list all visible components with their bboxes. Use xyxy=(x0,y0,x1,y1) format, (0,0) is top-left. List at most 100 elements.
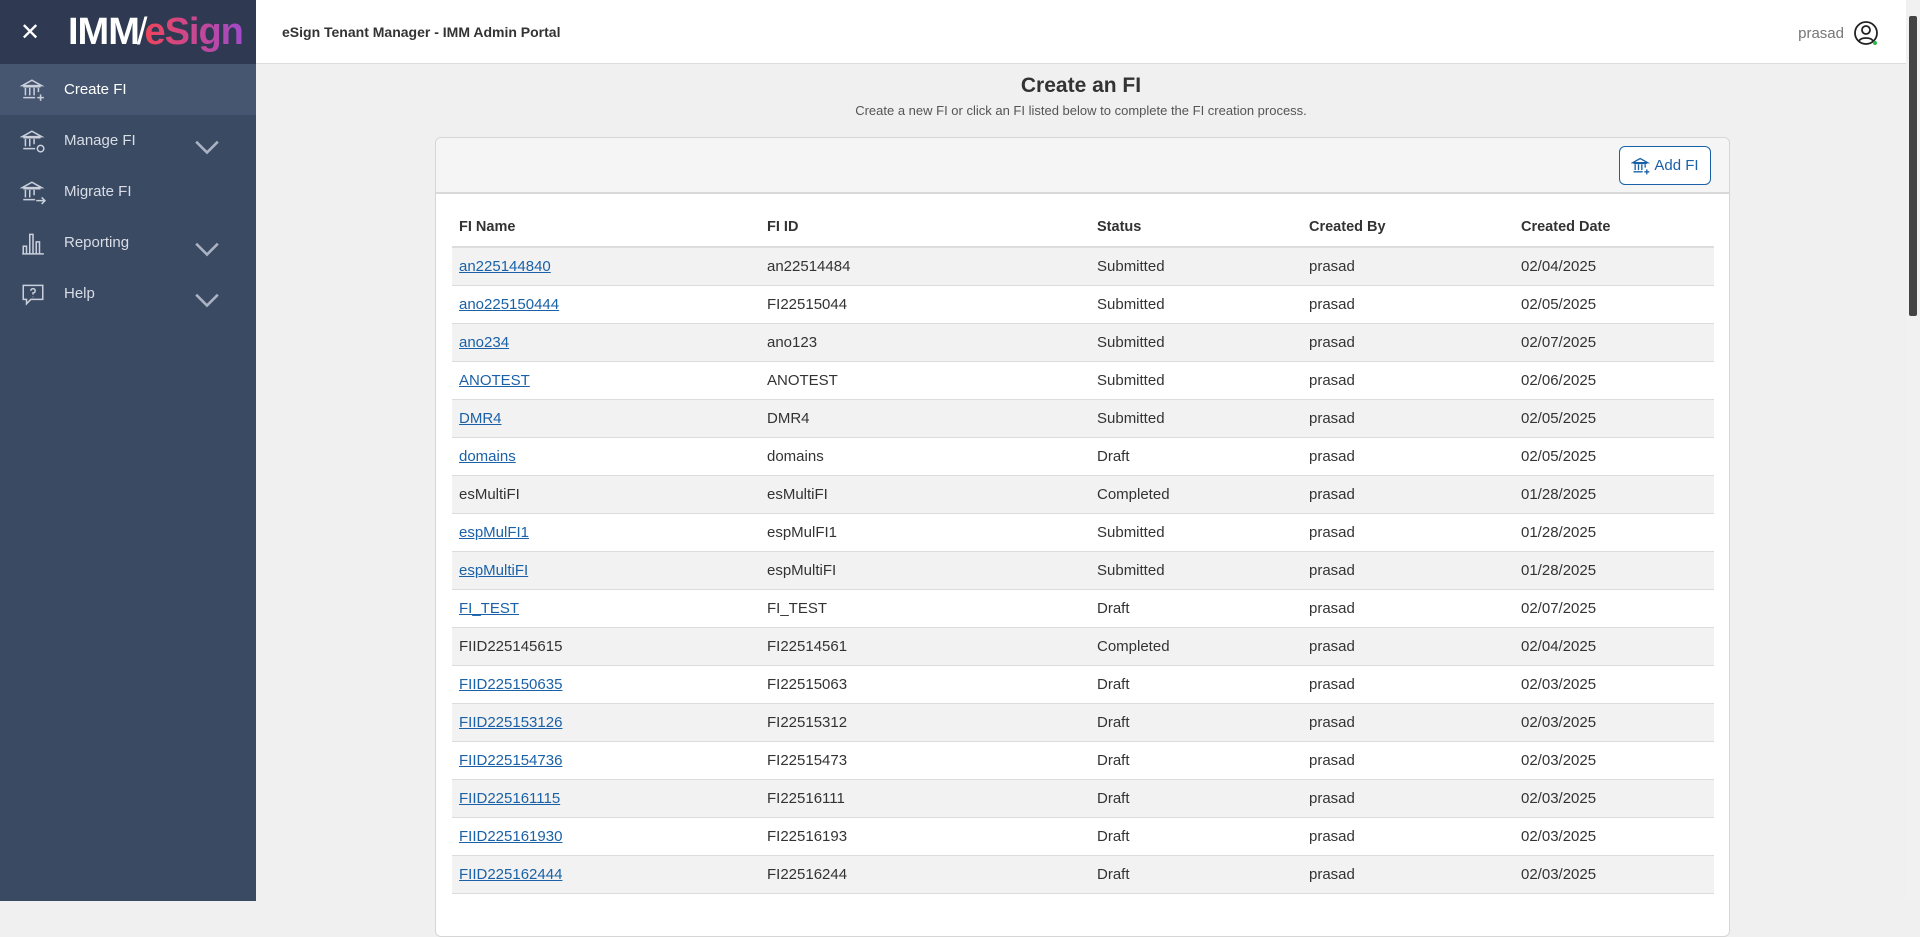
add-fi-button[interactable]: Add FI xyxy=(1619,146,1711,185)
scrollbar-thumb[interactable] xyxy=(1909,16,1917,316)
cell-fi-name: FIID225153126 xyxy=(452,703,760,742)
cell-created-by: prasad xyxy=(1302,551,1514,590)
table-row: esMultiFI esMultiFI Completed prasad 01/28/2… xyxy=(452,475,1714,514)
cell-created-date: 02/03/2025 xyxy=(1514,703,1714,742)
cell-status: Submitted xyxy=(1090,323,1302,362)
cell-fi-name: ANOTEST xyxy=(452,361,760,400)
fi-name-link[interactable]: FIID225150635 xyxy=(459,675,563,693)
chevron-down-icon[interactable] xyxy=(194,133,220,159)
fi-table: FI Name FI ID Status Created By Created Date… xyxy=(452,208,1714,894)
fi-name-link[interactable]: espMulFI1 xyxy=(459,523,530,541)
fi-name-link[interactable]: ano234 xyxy=(459,333,510,351)
bank-plus-icon xyxy=(20,78,45,101)
fi-name-link[interactable]: domains xyxy=(459,447,516,465)
cell-fi-id: ano123 xyxy=(760,323,1090,362)
cell-status: Draft xyxy=(1090,741,1302,780)
fi-name-link[interactable]: ano225150444 xyxy=(459,295,560,313)
cell-created-date: 02/05/2025 xyxy=(1514,285,1714,324)
cell-status: Completed xyxy=(1090,475,1302,514)
user-name: prasad xyxy=(1798,24,1844,42)
fi-name-link[interactable]: FIID225154736 xyxy=(459,751,563,769)
fi-name-link[interactable]: FIID225153126 xyxy=(459,713,563,731)
sidebar-item-reporting[interactable]: Reporting xyxy=(0,217,256,268)
cell-created-date: 02/06/2025 xyxy=(1514,361,1714,400)
column-header: FI Name xyxy=(452,208,760,248)
cell-created-date: 01/28/2025 xyxy=(1514,513,1714,552)
cell-status: Draft xyxy=(1090,779,1302,818)
cell-status: Draft xyxy=(1090,855,1302,894)
cell-fi-id: FI22515044 xyxy=(760,285,1090,324)
cell-status: Completed xyxy=(1090,627,1302,666)
sidebar-item-label: Create FI xyxy=(64,81,127,98)
fi-name-link[interactable]: DMR4 xyxy=(459,409,502,427)
cell-fi-name: domains xyxy=(452,437,760,476)
sidebar-item-manage-fi[interactable]: Manage FI xyxy=(0,115,256,166)
bank-arrow-icon xyxy=(20,180,46,204)
column-header: Status xyxy=(1090,208,1302,248)
fi-name-link[interactable]: FIID225161930 xyxy=(459,827,563,845)
table-row: FI_TEST FI_TEST Draft prasad 02/07/2025 xyxy=(452,589,1714,628)
cell-created-by: prasad xyxy=(1302,323,1514,362)
cell-status: Draft xyxy=(1090,817,1302,856)
cell-status: Draft xyxy=(1090,437,1302,476)
help-bubble-icon xyxy=(22,284,44,306)
fi-name-link[interactable]: espMultiFI xyxy=(459,561,529,579)
cell-fi-name: FIID225154736 xyxy=(452,741,760,780)
fi-name-link[interactable]: an225144840 xyxy=(459,257,551,275)
cell-created-date: 02/03/2025 xyxy=(1514,741,1714,780)
fi-name-link[interactable]: ANOTEST xyxy=(459,371,530,389)
cell-status: Submitted xyxy=(1090,285,1302,324)
cell-fi-id: espMultiFI xyxy=(760,551,1090,590)
table-row: domains domains Draft prasad 02/05/2025 xyxy=(452,437,1714,476)
chevron-down-icon[interactable] xyxy=(194,235,220,261)
cell-created-date: 02/04/2025 xyxy=(1514,247,1714,286)
cell-fi-name: FIID225161930 xyxy=(452,817,760,856)
cell-created-date: 01/28/2025 xyxy=(1514,551,1714,590)
table-row: ano234 ano123 Submitted prasad 02/07/2025 xyxy=(452,323,1714,362)
table-row: ANOTEST ANOTEST Submitted prasad 02/06/2025 xyxy=(452,361,1714,400)
cell-fi-name: ano234 xyxy=(452,323,760,362)
logo: IMM / eSign xyxy=(68,10,244,53)
cell-fi-id: esMultiFI xyxy=(760,475,1090,514)
fi-name-link[interactable]: FIID225162444 xyxy=(459,865,563,883)
cell-fi-name: FIID225150635 xyxy=(452,665,760,704)
close-icon[interactable]: ✕ xyxy=(20,18,41,46)
cell-created-date: 02/05/2025 xyxy=(1514,437,1714,476)
card-toolbar: Add FI xyxy=(436,138,1729,194)
cell-created-date: 02/07/2025 xyxy=(1514,323,1714,362)
fi-name-link[interactable]: FI_TEST xyxy=(459,599,520,617)
cell-created-date: 02/04/2025 xyxy=(1514,627,1714,666)
cell-fi-id: FI22514561 xyxy=(760,627,1090,666)
cell-created-by: prasad xyxy=(1302,399,1514,438)
cell-created-date: 02/05/2025 xyxy=(1514,399,1714,438)
user-avatar-icon[interactable] xyxy=(1852,19,1880,47)
chevron-down-icon[interactable] xyxy=(194,286,220,312)
sidebar-item-label: Manage FI xyxy=(64,132,136,149)
table-row: espMultiFI espMultiFI Submitted prasad 01/28… xyxy=(452,551,1714,590)
table-row: FIID225161930 FI22516193 Draft prasad 02/03/… xyxy=(452,817,1714,856)
cell-fi-id: domains xyxy=(760,437,1090,476)
sidebar-item-help[interactable]: Help xyxy=(0,268,256,319)
cell-fi-id: FI22515473 xyxy=(760,741,1090,780)
cell-created-date: 02/03/2025 xyxy=(1514,817,1714,856)
sidebar-item-migrate-fi[interactable]: Migrate FI xyxy=(0,166,256,217)
cell-fi-id: FI22516244 xyxy=(760,855,1090,894)
fi-name-link[interactable]: FIID225161115 xyxy=(459,789,561,807)
user-menu[interactable]: prasad xyxy=(1798,19,1880,47)
cell-fi-name: esMultiFI xyxy=(452,475,760,514)
cell-fi-id: ANOTEST xyxy=(760,361,1090,400)
top-header: eSign Tenant Manager - IMM Admin Portal … xyxy=(256,0,1920,64)
scrollbar[interactable] xyxy=(1906,0,1920,901)
sidebar-item-create-fi[interactable]: Create FI xyxy=(0,64,256,115)
table-row: FIID225153126 FI22515312 Draft prasad 02/03/… xyxy=(452,703,1714,742)
table-row: FIID225154736 FI22515473 Draft prasad 02/03/… xyxy=(452,741,1714,780)
cell-fi-name: FIID225145615 xyxy=(452,627,760,666)
add-fi-label: Add FI xyxy=(1654,157,1699,174)
cell-fi-id: FI22515063 xyxy=(760,665,1090,704)
cell-fi-id: an22514484 xyxy=(760,247,1090,286)
logo-bar: ✕ IMM / eSign xyxy=(0,0,256,64)
cell-created-by: prasad xyxy=(1302,817,1514,856)
column-header: Created By xyxy=(1302,208,1514,248)
sidebar-item-label: Migrate FI xyxy=(64,183,132,200)
cell-fi-name: DMR4 xyxy=(452,399,760,438)
